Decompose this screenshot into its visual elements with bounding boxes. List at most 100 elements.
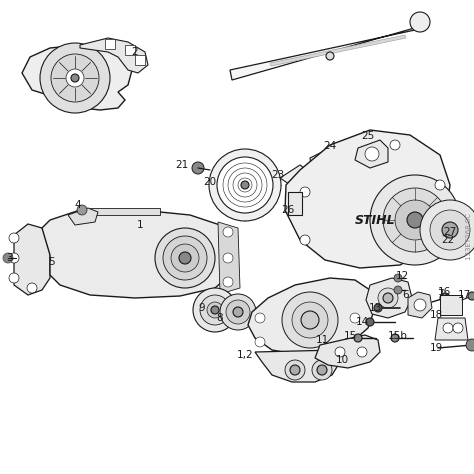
Text: 7: 7	[437, 289, 443, 299]
Polygon shape	[310, 148, 348, 178]
Circle shape	[335, 347, 345, 357]
Circle shape	[453, 323, 463, 333]
Circle shape	[179, 252, 191, 264]
Circle shape	[77, 205, 87, 215]
Text: STIHL: STIHL	[355, 213, 395, 227]
Circle shape	[27, 283, 37, 293]
Circle shape	[350, 313, 360, 323]
Circle shape	[430, 210, 470, 250]
Polygon shape	[105, 39, 115, 49]
Circle shape	[200, 295, 230, 325]
Circle shape	[443, 323, 453, 333]
Text: 1: 1	[137, 220, 143, 230]
Circle shape	[378, 288, 398, 308]
Circle shape	[442, 222, 458, 238]
Circle shape	[317, 365, 327, 375]
Circle shape	[233, 307, 243, 317]
Text: 6: 6	[403, 290, 410, 300]
Polygon shape	[90, 208, 160, 215]
Circle shape	[155, 228, 215, 288]
Text: 26: 26	[282, 205, 295, 215]
Circle shape	[282, 292, 338, 348]
Circle shape	[207, 302, 223, 318]
Circle shape	[193, 288, 237, 332]
Polygon shape	[440, 295, 462, 315]
Circle shape	[285, 360, 305, 380]
Text: 25: 25	[361, 131, 374, 141]
Circle shape	[301, 311, 319, 329]
Circle shape	[255, 337, 265, 347]
Circle shape	[326, 52, 334, 60]
Polygon shape	[125, 45, 135, 55]
Circle shape	[300, 235, 310, 245]
Text: 22: 22	[441, 235, 455, 245]
Polygon shape	[135, 55, 145, 65]
Circle shape	[410, 12, 430, 32]
Circle shape	[51, 54, 99, 102]
Circle shape	[300, 187, 310, 197]
Circle shape	[394, 286, 402, 294]
Circle shape	[350, 337, 360, 347]
Circle shape	[370, 175, 460, 265]
Circle shape	[220, 294, 256, 330]
Circle shape	[407, 212, 423, 228]
Circle shape	[66, 69, 84, 87]
Circle shape	[390, 140, 400, 150]
Circle shape	[217, 157, 273, 213]
Text: 8: 8	[217, 313, 223, 323]
Circle shape	[226, 300, 250, 324]
Circle shape	[163, 236, 207, 280]
Polygon shape	[435, 318, 468, 340]
Polygon shape	[315, 335, 380, 368]
Text: 14: 14	[356, 317, 369, 327]
Text: 1,2: 1,2	[237, 350, 253, 360]
Circle shape	[223, 277, 233, 287]
Circle shape	[292, 302, 328, 338]
Text: 24: 24	[323, 141, 337, 151]
Circle shape	[40, 43, 110, 113]
Text: 13: 13	[368, 303, 382, 313]
Text: 3: 3	[6, 253, 12, 263]
Polygon shape	[230, 20, 425, 80]
Circle shape	[468, 292, 474, 300]
Polygon shape	[14, 224, 50, 295]
Circle shape	[209, 149, 281, 221]
Text: 15b: 15b	[388, 331, 408, 341]
Circle shape	[241, 181, 249, 189]
Polygon shape	[22, 45, 132, 110]
Text: 19: 19	[429, 343, 443, 353]
Polygon shape	[355, 140, 388, 168]
Text: 4: 4	[75, 200, 82, 210]
Text: 15: 15	[343, 331, 356, 341]
Text: 20: 20	[203, 177, 217, 187]
Polygon shape	[68, 208, 98, 225]
Polygon shape	[408, 292, 432, 318]
Circle shape	[9, 253, 19, 263]
Circle shape	[365, 147, 379, 161]
Circle shape	[354, 334, 362, 342]
Circle shape	[192, 162, 204, 174]
Text: 23: 23	[272, 170, 284, 180]
Text: 5: 5	[49, 257, 55, 267]
Circle shape	[395, 200, 435, 240]
Circle shape	[374, 304, 382, 312]
Polygon shape	[255, 350, 340, 382]
Text: 2: 2	[132, 47, 138, 57]
Circle shape	[171, 244, 199, 272]
Polygon shape	[42, 210, 238, 298]
Circle shape	[312, 360, 332, 380]
Polygon shape	[280, 165, 310, 188]
Circle shape	[391, 334, 399, 342]
Circle shape	[366, 318, 374, 326]
Circle shape	[414, 299, 426, 311]
Text: 9: 9	[199, 303, 205, 313]
Text: 10: 10	[336, 355, 348, 365]
Text: 21: 21	[175, 160, 189, 170]
Circle shape	[420, 200, 474, 260]
Circle shape	[394, 274, 402, 282]
Circle shape	[357, 347, 367, 357]
Text: 11: 11	[315, 335, 328, 345]
Circle shape	[440, 293, 450, 303]
Circle shape	[255, 313, 265, 323]
Text: 17: 17	[457, 290, 471, 300]
